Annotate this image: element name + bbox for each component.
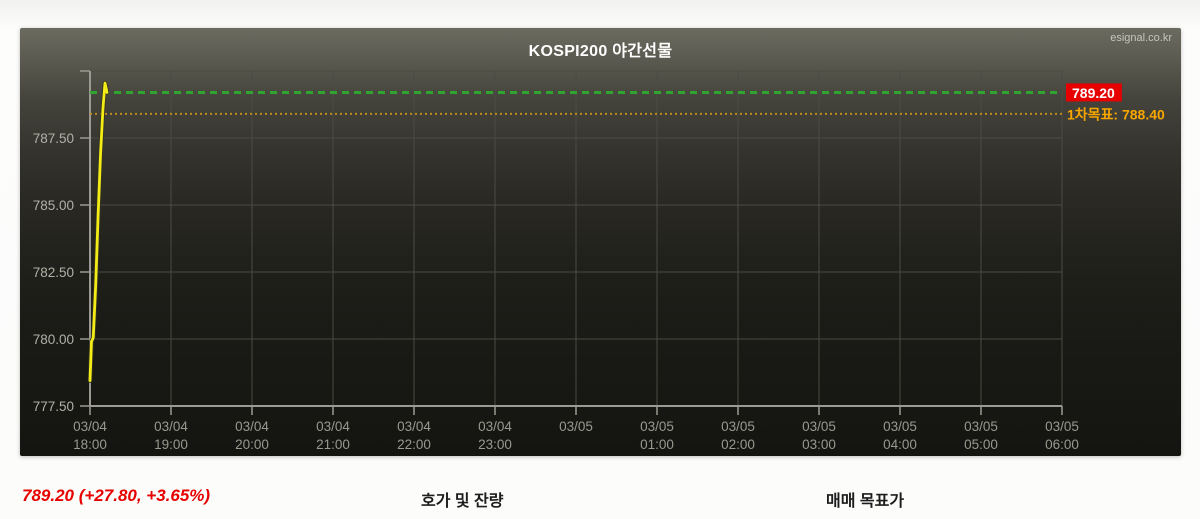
svg-text:23:00: 23:00 <box>478 437 512 452</box>
svg-text:03/05: 03/05 <box>640 419 674 434</box>
svg-text:03/05: 03/05 <box>802 419 836 434</box>
svg-text:03/04: 03/04 <box>235 419 269 434</box>
svg-text:03/05: 03/05 <box>721 419 755 434</box>
price-chart: 787.50 785.00 782.50 780.00 777.50 03/04 18:00… <box>33 70 1165 452</box>
svg-text:789.20: 789.20 <box>1072 85 1115 101</box>
svg-text:03/04: 03/04 <box>397 419 431 434</box>
svg-text:782.50: 782.50 <box>33 265 74 280</box>
x-axis-labels: 03/04 18:00 03/04 19:00 03/04 20:00 03/04 21:00… <box>73 406 1079 452</box>
svg-text:05:00: 05:00 <box>964 437 998 452</box>
last-price-summary: 789.20 (+27.80, +3.65%) <box>22 486 211 505</box>
svg-text:22:00: 22:00 <box>397 437 431 452</box>
svg-text:03/04: 03/04 <box>478 419 512 434</box>
svg-text:19:00: 19:00 <box>154 437 188 452</box>
svg-text:1차목표: 788.40: 1차목표: 788.40 <box>1067 106 1165 122</box>
chart-panel: KOSPI200 야간선물 esignal.co.kr 787.50 785.00… <box>20 28 1181 456</box>
svg-text:04:00: 04:00 <box>883 437 917 452</box>
svg-text:03/04: 03/04 <box>154 419 188 434</box>
svg-text:03/05: 03/05 <box>559 419 593 434</box>
svg-text:785.00: 785.00 <box>33 198 74 213</box>
svg-text:01:00: 01:00 <box>640 437 674 452</box>
svg-text:03/05: 03/05 <box>964 419 998 434</box>
svg-text:18:00: 18:00 <box>73 437 107 452</box>
footer-row: 789.20 (+27.80, +3.65%) 호가 및 잔량 매매 목표가 <box>0 486 1200 512</box>
current-price-label: 789.20 <box>1066 83 1122 102</box>
svg-text:787.50: 787.50 <box>33 131 74 146</box>
svg-text:02:00: 02:00 <box>721 437 755 452</box>
svg-text:20:00: 20:00 <box>235 437 269 452</box>
svg-text:03/05: 03/05 <box>883 419 917 434</box>
svg-text:03:00: 03:00 <box>802 437 836 452</box>
svg-text:780.00: 780.00 <box>33 332 74 347</box>
chart-title: KOSPI200 야간선물 <box>528 43 673 60</box>
y-axis-labels: 787.50 785.00 782.50 780.00 777.50 <box>33 70 90 414</box>
svg-text:03/04: 03/04 <box>73 419 107 434</box>
svg-text:06:00: 06:00 <box>1045 437 1079 452</box>
svg-text:777.50: 777.50 <box>33 399 74 414</box>
gridlines <box>90 70 1063 407</box>
svg-text:03/04: 03/04 <box>316 419 350 434</box>
target-price-label: 1차목표: 788.40 <box>1067 106 1165 122</box>
price-line-series <box>88 81 109 382</box>
orderbook-section-header: 호가 및 잔량 <box>421 493 504 510</box>
svg-text:03/05: 03/05 <box>1045 419 1079 434</box>
svg-text:21:00: 21:00 <box>316 437 350 452</box>
trade-targets-section-header: 매매 목표가 <box>826 493 905 510</box>
source-watermark: esignal.co.kr <box>1110 32 1172 44</box>
